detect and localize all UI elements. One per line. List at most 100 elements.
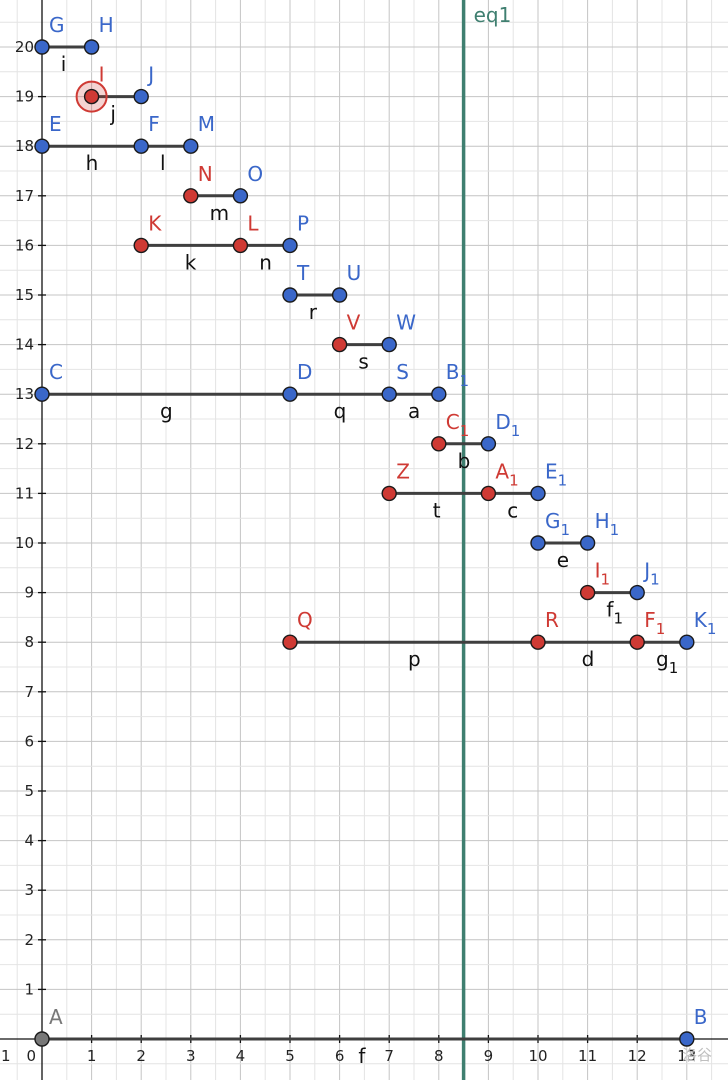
y-tick-label: 1 — [24, 980, 34, 998]
point-P[interactable] — [282, 237, 298, 254]
segment-label-k: k — [185, 250, 197, 274]
point-label-V: V — [347, 311, 361, 335]
point-B[interactable] — [679, 1031, 695, 1047]
point-label-H: H — [99, 13, 114, 37]
y-tick-label: 17 — [15, 187, 34, 205]
point-T[interactable] — [282, 287, 298, 303]
points[interactable]: G H I J E F M N O K L P T U V W C D S B1 C1 D1 Z A1 E1 G1 H1 I1 J1 Q R… — [34, 13, 717, 1047]
y-tick-label: 8 — [24, 633, 34, 651]
point-H[interactable] — [83, 39, 100, 55]
x-tick-label: 7 — [384, 1047, 394, 1065]
point-O[interactable] — [232, 188, 249, 204]
point-label-S: S — [396, 360, 409, 384]
point-E1[interactable] — [530, 485, 546, 502]
point-J[interactable] — [133, 88, 149, 105]
point-R[interactable] — [530, 634, 546, 650]
point-label-F: F — [148, 112, 160, 136]
y-tick-label: 10 — [15, 534, 34, 552]
y-tick-label: 12 — [15, 435, 34, 453]
point-label-T: T — [296, 261, 310, 285]
point-label-K1: K1 — [694, 608, 717, 638]
point-F[interactable] — [133, 138, 149, 154]
x-tick-label: 0 — [26, 1047, 36, 1065]
segment-label-s: s — [358, 350, 368, 374]
x-tick-label: 13 — [677, 1047, 696, 1065]
point-label-Q: Q — [297, 608, 313, 632]
point-E[interactable] — [34, 138, 50, 154]
point-L[interactable] — [232, 237, 249, 254]
segment-label-g1: g1 — [656, 647, 678, 677]
segment-label-i: i — [61, 52, 67, 76]
y-tick-label: 3 — [24, 881, 34, 899]
point-label-L: L — [247, 211, 259, 235]
point-label-J: J — [146, 63, 154, 87]
point-J1[interactable] — [629, 584, 645, 601]
line-label-eq1: eq1 — [474, 3, 512, 27]
point-label-E1: E1 — [545, 459, 567, 489]
y-tick-label: 11 — [15, 484, 34, 502]
point-label-C1: C1 — [446, 410, 470, 440]
point-B1[interactable] — [431, 386, 447, 402]
point-A1[interactable] — [480, 485, 497, 502]
point-label-E: E — [49, 112, 62, 136]
point-K1[interactable] — [679, 634, 695, 650]
point-label-J1: J1 — [642, 559, 659, 589]
segment-label-b: b — [458, 449, 471, 473]
point-I[interactable] — [83, 88, 100, 105]
segment-label-d: d — [582, 647, 595, 671]
segment-label-j: j — [109, 102, 116, 126]
y-tick-label: 4 — [24, 832, 34, 850]
point-C[interactable] — [34, 386, 50, 402]
point-label-G: G — [49, 13, 65, 37]
y-tick-label: 18 — [15, 137, 34, 155]
point-V[interactable] — [331, 336, 348, 353]
point-K[interactable] — [133, 237, 149, 254]
tick-labels: 0 1 2 3 4 5 6 7 8 9 10 11 12 131234567891011121314151… — [1, 38, 696, 1065]
point-label-W: W — [396, 311, 416, 335]
point-label-G1: G1 — [545, 509, 570, 539]
segment-label-m: m — [210, 201, 229, 225]
point-label-D: D — [297, 360, 312, 384]
x-tick-label: 4 — [236, 1047, 246, 1065]
segment-label-p: p — [408, 647, 421, 671]
point-W[interactable] — [381, 336, 397, 353]
segment-label-g: g — [160, 399, 173, 423]
point-H1[interactable] — [579, 535, 596, 551]
point-Z[interactable] — [381, 485, 397, 502]
point-D[interactable] — [282, 386, 298, 402]
vertical-line-eq1[interactable]: eq1 — [461, 0, 512, 1080]
point-S[interactable] — [381, 386, 397, 402]
point-label-D1: D1 — [495, 410, 520, 440]
x-tick-label: 1 — [87, 1047, 97, 1065]
point-A[interactable] — [34, 1031, 50, 1047]
point-D1[interactable] — [480, 436, 497, 452]
point-M[interactable] — [183, 138, 199, 154]
point-label-M: M — [198, 112, 215, 136]
x-tick-label: 11 — [578, 1047, 597, 1065]
point-U[interactable] — [331, 287, 348, 303]
point-label-A1: A1 — [495, 459, 518, 489]
point-Q[interactable] — [282, 634, 298, 650]
point-N[interactable] — [183, 188, 199, 204]
x-tick-label: 8 — [434, 1047, 444, 1065]
segments[interactable]: i j h l m k n r s g q a b t c e f1 p d g1 f — [40, 45, 689, 1068]
point-label-Z: Z — [396, 459, 410, 483]
x-tick-label: 9 — [484, 1047, 494, 1065]
point-label-B: B — [694, 1005, 708, 1029]
point-I1[interactable] — [579, 584, 596, 601]
segment-label-t: t — [433, 498, 441, 522]
segment-label-a: a — [408, 399, 420, 423]
point-C1[interactable] — [431, 436, 447, 452]
point-G[interactable] — [34, 39, 50, 55]
point-label-N: N — [198, 162, 213, 186]
point-label-C: C — [49, 360, 63, 384]
point-label-R: R — [545, 608, 559, 632]
x-tick-label: 6 — [335, 1047, 345, 1065]
segment-label-h: h — [86, 151, 99, 175]
segment-label-n: n — [259, 250, 272, 274]
point-G1[interactable] — [530, 535, 546, 551]
point-F1[interactable] — [629, 634, 645, 650]
segment-label-f1: f1 — [606, 598, 623, 628]
